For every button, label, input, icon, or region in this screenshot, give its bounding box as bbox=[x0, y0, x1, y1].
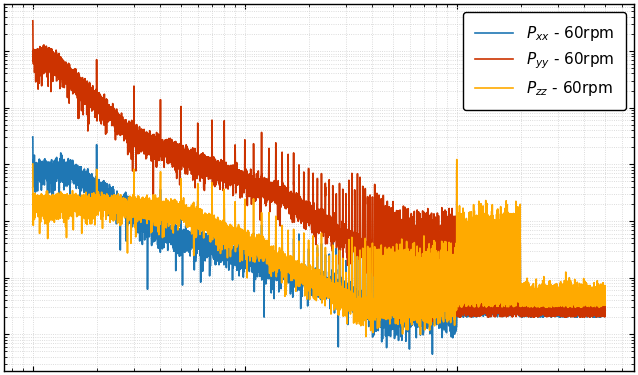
$P_{zz}$ - 60rpm bbox=[484, 232, 492, 237]
Legend: $P_{xx}$ - 60rpm, $P_{yy}$ - 60rpm, $P_{zz}$ - 60rpm: $P_{xx}$ - 60rpm, $P_{yy}$ - 60rpm, $P_{… bbox=[463, 12, 626, 110]
$P_{yy}$ - 60rpm bbox=[57, 72, 65, 76]
$P_{yy}$ - 60rpm bbox=[367, 251, 375, 255]
$P_{xx}$ - 60rpm bbox=[236, 256, 244, 261]
$P_{yy}$ - 60rpm bbox=[29, 19, 36, 23]
$P_{yy}$ - 60rpm bbox=[236, 172, 244, 177]
$P_{yy}$ - 60rpm bbox=[602, 298, 609, 303]
$P_{zz}$ - 60rpm bbox=[602, 302, 609, 306]
$P_{xx}$ - 60rpm bbox=[454, 309, 461, 314]
$P_{zz}$ - 60rpm bbox=[236, 241, 244, 246]
$P_{xx}$ - 60rpm bbox=[57, 165, 65, 170]
$P_{yy}$ - 60rpm bbox=[454, 306, 461, 310]
$P_{zz}$ - 60rpm bbox=[57, 206, 65, 210]
$P_{xx}$ - 60rpm bbox=[429, 352, 436, 356]
$P_{xx}$ - 60rpm bbox=[392, 294, 400, 298]
$P_{zz}$ - 60rpm bbox=[393, 251, 401, 255]
$P_{zz}$ - 60rpm bbox=[367, 302, 375, 306]
Line: $P_{zz}$ - 60rpm: $P_{zz}$ - 60rpm bbox=[33, 160, 605, 337]
$P_{zz}$ - 60rpm bbox=[362, 334, 369, 339]
$P_{zz}$ - 60rpm bbox=[453, 158, 461, 162]
$P_{xx}$ - 60rpm bbox=[367, 303, 375, 307]
Line: $P_{yy}$ - 60rpm: $P_{yy}$ - 60rpm bbox=[33, 21, 605, 321]
$P_{xx}$ - 60rpm bbox=[484, 239, 492, 243]
$P_{zz}$ - 60rpm bbox=[29, 162, 36, 166]
$P_{xx}$ - 60rpm bbox=[602, 308, 609, 312]
$P_{yy}$ - 60rpm bbox=[392, 246, 400, 250]
$P_{zz}$ - 60rpm bbox=[454, 293, 461, 297]
$P_{xx}$ - 60rpm bbox=[29, 135, 36, 139]
$P_{yy}$ - 60rpm bbox=[484, 252, 492, 257]
$P_{yy}$ - 60rpm bbox=[428, 319, 436, 324]
Line: $P_{xx}$ - 60rpm: $P_{xx}$ - 60rpm bbox=[33, 137, 605, 354]
